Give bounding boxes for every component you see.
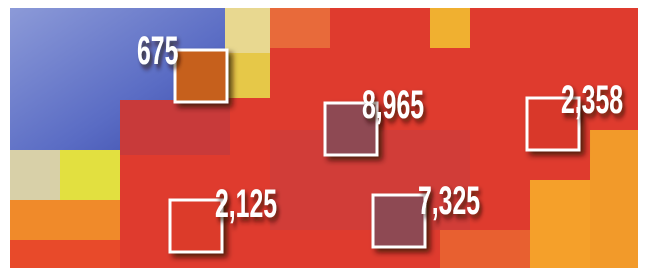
marker-label: 7,325 [418,179,480,223]
marker-label: 8,965 [362,83,424,127]
marker-label: 2,358 [561,78,623,122]
marker-square [373,195,425,247]
marker-label: 2,125 [215,182,277,226]
marker-label: 675 [137,29,178,73]
map-view: 675 8,965 2,358 2,125 7,325 [0,0,647,273]
marker-square [175,50,227,102]
marker-square [170,200,222,252]
